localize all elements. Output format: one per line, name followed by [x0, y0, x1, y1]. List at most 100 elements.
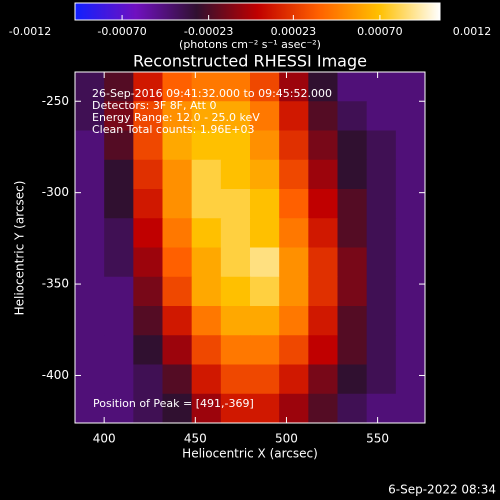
annotation: Detectors: 3F 8F, Att 0	[92, 99, 216, 112]
heatmap-cell	[104, 306, 134, 336]
x-axis-title: Heliocentric X (arcsec)	[182, 447, 318, 461]
heatmap-cell	[104, 276, 134, 307]
heatmap-cell	[104, 218, 134, 248]
heatmap-cell	[133, 159, 163, 190]
heatmap-cell	[395, 276, 426, 307]
heatmap-cell	[308, 72, 338, 102]
heatmap-cell	[366, 101, 397, 131]
heatmap-cell	[366, 393, 397, 424]
heatmap-cell	[395, 189, 426, 219]
heatmap-cell	[279, 218, 309, 248]
heatmap-cell	[308, 276, 338, 307]
heatmap-cell	[395, 101, 426, 131]
heatmap-cell	[279, 130, 309, 161]
heatmap-cell	[395, 72, 426, 102]
heatmap-cell	[133, 72, 163, 102]
heatmap-cell	[250, 72, 280, 102]
heatmap-cell	[250, 306, 280, 336]
heatmap-cell	[366, 335, 397, 365]
heatmap-cell	[220, 101, 251, 131]
heatmap-cell	[191, 306, 222, 336]
heatmap-cell	[191, 247, 222, 278]
plot-frame	[74, 71, 426, 424]
heatmap-cell	[220, 335, 251, 365]
heatmap-cell	[220, 276, 251, 307]
heatmap-cell	[308, 393, 338, 424]
heatmap-cell	[250, 159, 280, 190]
heatmap-cell	[191, 189, 222, 219]
heatmap-cell	[308, 218, 338, 248]
heatmap-cell	[104, 101, 134, 131]
heatmap-cell	[75, 247, 105, 278]
peak-label: Position of Peak = [491,-369]	[93, 397, 254, 410]
heatmap-cell	[220, 218, 251, 248]
heatmap-cell	[366, 247, 397, 278]
heatmap-cell	[308, 364, 338, 395]
heatmap-cell	[75, 393, 105, 424]
heatmap-cell	[75, 72, 105, 102]
heatmap-cell	[75, 189, 105, 219]
annotation: Clean Total counts: 1.96E+03	[92, 123, 255, 136]
heatmap-cell	[191, 364, 222, 395]
y-tick-label: -350	[42, 277, 69, 291]
heatmap-cell	[395, 247, 426, 278]
heatmap-cell	[337, 189, 368, 219]
heatmap-cell	[133, 130, 163, 161]
heatmap-cell	[220, 247, 251, 278]
heatmap-cell	[191, 130, 222, 161]
heatmap-cell	[279, 364, 309, 395]
heatmap-cell	[162, 218, 193, 248]
heatmap-cell	[104, 130, 134, 161]
heatmap-cell	[104, 189, 134, 219]
heatmap-cell	[395, 306, 426, 336]
heatmap-cell	[220, 159, 251, 190]
heatmap-cell	[250, 276, 280, 307]
heatmap-cell	[191, 393, 222, 424]
heatmap-cell	[250, 393, 280, 424]
heatmap-cell	[75, 159, 105, 190]
heatmap-cell	[279, 393, 309, 424]
heatmap-cell	[337, 364, 368, 395]
heatmap-cell	[220, 189, 251, 219]
heatmap-cell	[133, 306, 163, 336]
heatmap-cell	[279, 306, 309, 336]
heatmap-cell	[250, 247, 280, 278]
heatmap-cell	[191, 72, 222, 102]
heatmap-cell	[220, 130, 251, 161]
heatmap-cell	[279, 247, 309, 278]
annotation: 26-Sep-2016 09:41:32.000 to 09:45:52.000	[92, 87, 332, 100]
heatmap-cell	[308, 335, 338, 365]
heatmap-cell	[366, 276, 397, 307]
colorbar-tick-label: -0.00023	[184, 25, 233, 38]
heatmap-cell	[308, 130, 338, 161]
heatmap-cell	[395, 364, 426, 395]
heatmap-cell	[75, 335, 105, 365]
heatmap-cell	[337, 218, 368, 248]
heatmap-cell	[162, 101, 193, 131]
heatmap-cell	[191, 101, 222, 131]
heatmap-cell	[75, 306, 105, 336]
heatmap-cell	[308, 101, 338, 131]
heatmap-cell	[162, 72, 193, 102]
heatmap-cell	[250, 364, 280, 395]
footer: 6-Sep-2022 08:34	[388, 483, 496, 497]
heatmap-cell	[395, 218, 426, 248]
heatmap-cell	[220, 364, 251, 395]
heatmap-cell	[308, 306, 338, 336]
heatmap-cell	[133, 364, 163, 395]
heatmap-cell	[279, 72, 309, 102]
heatmap-cell	[191, 335, 222, 365]
heatmap-cell	[395, 393, 426, 424]
heatmap-cell	[366, 364, 397, 395]
heatmap-cell	[220, 306, 251, 336]
heatmap-cell	[337, 335, 368, 365]
heatmap-cell	[308, 247, 338, 278]
heatmap-cell	[104, 159, 134, 190]
heatmap	[75, 72, 426, 424]
heatmap-cell	[337, 72, 368, 102]
heatmap-cell	[279, 159, 309, 190]
y-tick-label: -400	[42, 368, 69, 382]
heatmap-cell	[337, 159, 368, 190]
heatmap-cell	[162, 130, 193, 161]
